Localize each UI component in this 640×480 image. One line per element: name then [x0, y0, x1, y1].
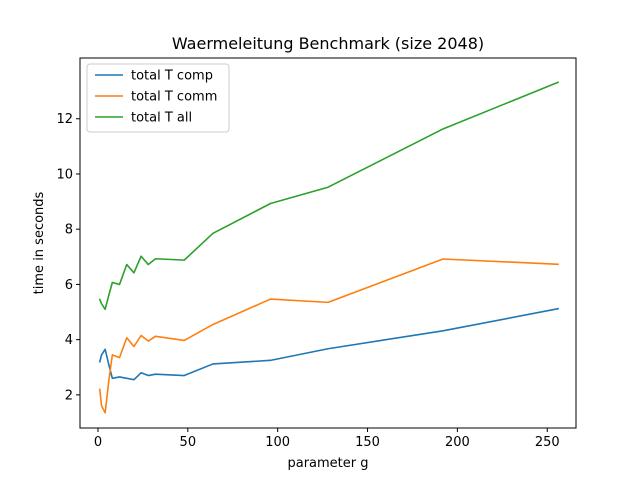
y-tick-label: 10 — [56, 167, 73, 182]
x-tick-label: 50 — [180, 435, 197, 450]
x-tick-label: 200 — [445, 435, 470, 450]
series-line-total-t-comp — [98, 307, 559, 381]
x-tick-label: 150 — [355, 435, 380, 450]
y-tick-label: 4 — [65, 333, 73, 348]
legend-label: total T all — [131, 111, 192, 126]
legend-label: total T comp — [131, 69, 213, 84]
series-line-total-t-comm — [98, 258, 559, 414]
y-axis: 2 4 6 8 10 12 — [56, 112, 80, 403]
x-axis: 0 50 100 150 200 250 — [94, 428, 560, 450]
plot-area — [79, 57, 577, 429]
y-tick-label: 8 — [65, 223, 73, 238]
legend: total T comp total T comm total T all — [86, 63, 230, 133]
legend-label: total T comm — [131, 90, 217, 105]
chart-title: Waermeleitung Benchmark (size 2048) — [172, 34, 484, 53]
x-tick-label: 0 — [94, 435, 102, 450]
y-axis-label: time in seconds — [32, 191, 47, 294]
x-axis-label: parameter g — [287, 456, 368, 471]
x-tick-label: 250 — [535, 435, 560, 450]
y-tick-label: 2 — [65, 388, 73, 403]
legend-box — [86, 63, 230, 133]
x-tick-label: 100 — [265, 435, 290, 450]
y-tick-label: 12 — [56, 112, 73, 127]
y-tick-label: 6 — [65, 278, 73, 293]
axes-frame — [79, 57, 577, 429]
series-line-total-t-all — [98, 81, 560, 311]
series-lines — [98, 81, 560, 414]
